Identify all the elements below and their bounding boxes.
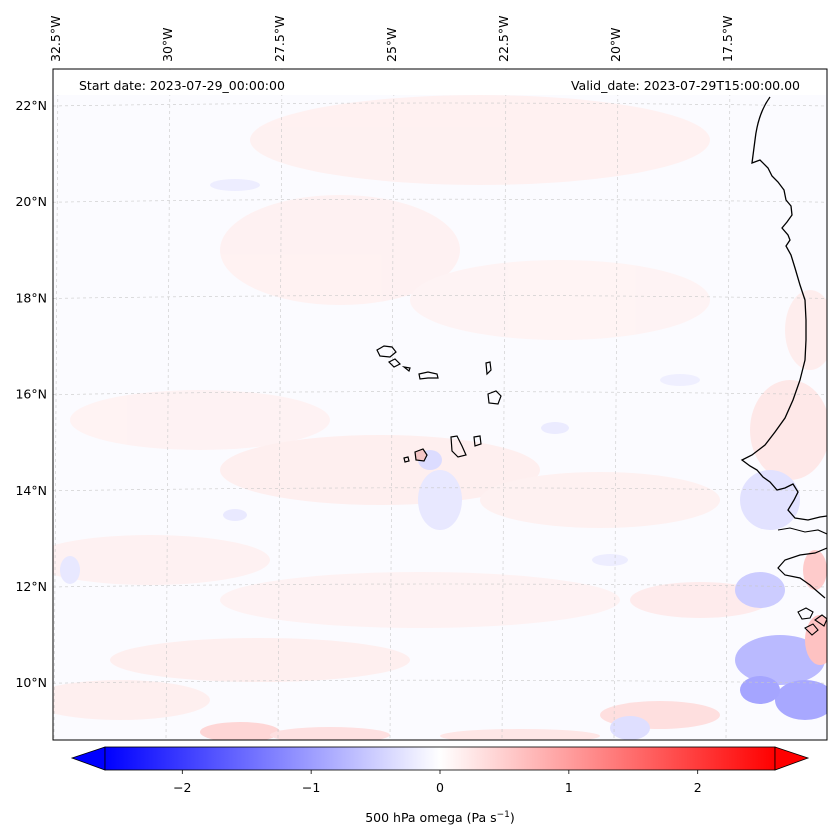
map-frame (52, 68, 828, 741)
valid-date-label: Valid_date: 2023-07-29T15:00:00.00 (571, 78, 800, 93)
gridlines (53, 69, 827, 740)
omega-field (53, 69, 827, 740)
guinea-bissau-islands (797, 607, 827, 636)
start-date-label: Start date: 2023-07-29_00:00:00 (79, 78, 285, 93)
guinea-coastline (777, 547, 827, 599)
meridian-gridline (501, 69, 507, 740)
latitude-tick-label: 10°N (15, 675, 47, 690)
parallel-gridline (53, 102, 827, 107)
parallel-gridline (53, 391, 827, 395)
santo-antao-island (376, 345, 397, 358)
santiago-island (450, 435, 467, 458)
latitude-tick-label: 12°N (15, 579, 47, 594)
latitude-tick-label: 20°N (15, 194, 47, 209)
colorbar-extend-min (70, 746, 106, 771)
header-strip (54, 70, 826, 95)
sao-vicente-island (387, 358, 402, 368)
colorbar-tick-label: −1 (302, 780, 320, 795)
colorbar-tick-label: −2 (173, 780, 191, 795)
longitude-tick-label: 32.5°W (48, 16, 63, 62)
meridian-gridline (53, 69, 59, 740)
parallel-gridline (53, 487, 827, 492)
colorbar: −2 −1 0 1 2 500 hPa omega (Pa s−1) (70, 746, 810, 825)
colorbar-gradient (104, 746, 776, 771)
longitude-tick-label: 25°W (384, 27, 399, 62)
meridian-gridline (613, 69, 619, 740)
santa-luzia-island (401, 366, 411, 373)
latitude-tick-label: 18°N (15, 290, 47, 305)
gambia-outline (777, 527, 827, 535)
parallel-gridline (53, 295, 827, 299)
colorbar-tick-label: 1 (565, 780, 573, 795)
latitude-tick-labels: 22°N 20°N 18°N 16°N 14°N 12°N 10°N (15, 98, 47, 690)
cape-verde-islands (376, 345, 502, 463)
fogo-island (414, 448, 428, 462)
longitude-tick-label: 20°W (608, 27, 623, 62)
colorbar-tick-label: 2 (694, 780, 702, 795)
sal-island (485, 361, 492, 376)
meridian-gridline (389, 69, 395, 740)
meridian-gridline (277, 69, 283, 740)
boa-vista-island (487, 390, 502, 405)
longitude-tick-label: 30°W (160, 27, 175, 62)
meridian-gridline (165, 69, 171, 740)
brava-island (403, 456, 410, 463)
parallel-gridline (53, 198, 827, 203)
latitude-tick-label: 22°N (15, 98, 47, 113)
colorbar-ticks: −2 −1 0 1 2 (173, 770, 702, 795)
map-panel: Start date: 2023-07-29_00:00:00 Valid_da… (52, 68, 828, 741)
parallel-gridline (53, 679, 827, 684)
maio-island (473, 435, 482, 447)
african-coastline (740, 96, 827, 521)
longitude-tick-label: 27.5°W (272, 16, 287, 62)
longitude-tick-labels: 32.5°W 30°W 27.5°W 25°W 22.5°W 20°W 17.5°W (48, 16, 735, 62)
latitude-tick-label: 16°N (15, 387, 47, 402)
longitude-tick-label: 17.5°W (720, 16, 735, 62)
colorbar-tick-label: 0 (436, 780, 444, 795)
latitude-tick-label: 14°N (15, 483, 47, 498)
sao-nicolau-island (418, 371, 439, 380)
longitude-tick-label: 22.5°W (496, 16, 511, 62)
meridian-gridline (725, 69, 731, 740)
parallel-gridline (53, 583, 827, 588)
colorbar-title: 500 hPa omega (Pa s−1) (365, 810, 515, 825)
colorbar-extend-max (774, 746, 810, 771)
